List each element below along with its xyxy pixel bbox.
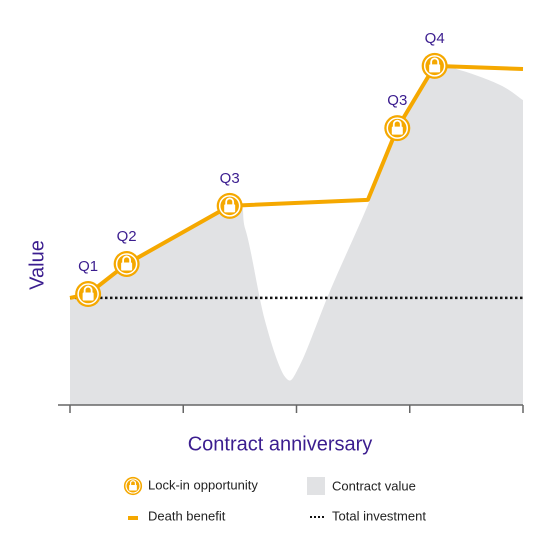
lock-marker xyxy=(421,52,448,79)
lock-body xyxy=(224,204,236,213)
lock-body xyxy=(429,64,441,73)
lock-marker xyxy=(384,115,411,142)
lock-ring xyxy=(218,195,241,217)
lock-body xyxy=(121,262,133,271)
area xyxy=(70,63,523,405)
lock-body xyxy=(82,292,94,301)
lock-ring xyxy=(115,253,138,275)
legend-label: Lock-in opportunity xyxy=(148,477,258,492)
y-axis-label: Value xyxy=(26,240,48,290)
lock-shackle xyxy=(83,285,93,294)
lock-ring xyxy=(77,283,99,305)
x-axis-label: Contract anniversary xyxy=(188,433,373,455)
legend-label: Total investment xyxy=(332,508,426,523)
lock-label: Q1 xyxy=(78,258,98,275)
lock-shackle xyxy=(225,197,235,205)
lock-ring xyxy=(423,55,446,77)
lock-label: Q3 xyxy=(387,92,407,109)
lock-shackle xyxy=(430,57,440,65)
lock-ring xyxy=(386,117,409,139)
lock-label: Q2 xyxy=(117,228,137,245)
lock-shackle xyxy=(122,255,132,263)
legend-lock-icon xyxy=(123,476,143,496)
lock-marker xyxy=(216,192,243,219)
legend-label: Contract value xyxy=(332,478,416,493)
legend-swatch xyxy=(307,477,325,495)
lock-ring xyxy=(125,478,141,494)
lock-shackle xyxy=(392,119,402,128)
lock-label: Q4 xyxy=(425,30,445,47)
lock-shackle xyxy=(129,480,137,486)
lock-marker xyxy=(75,281,102,308)
lock-marker xyxy=(113,250,140,277)
lock-body xyxy=(129,484,137,491)
lock-body xyxy=(391,126,403,135)
legend-label: Death benefit xyxy=(148,508,226,523)
lock-label: Q3 xyxy=(220,170,240,187)
